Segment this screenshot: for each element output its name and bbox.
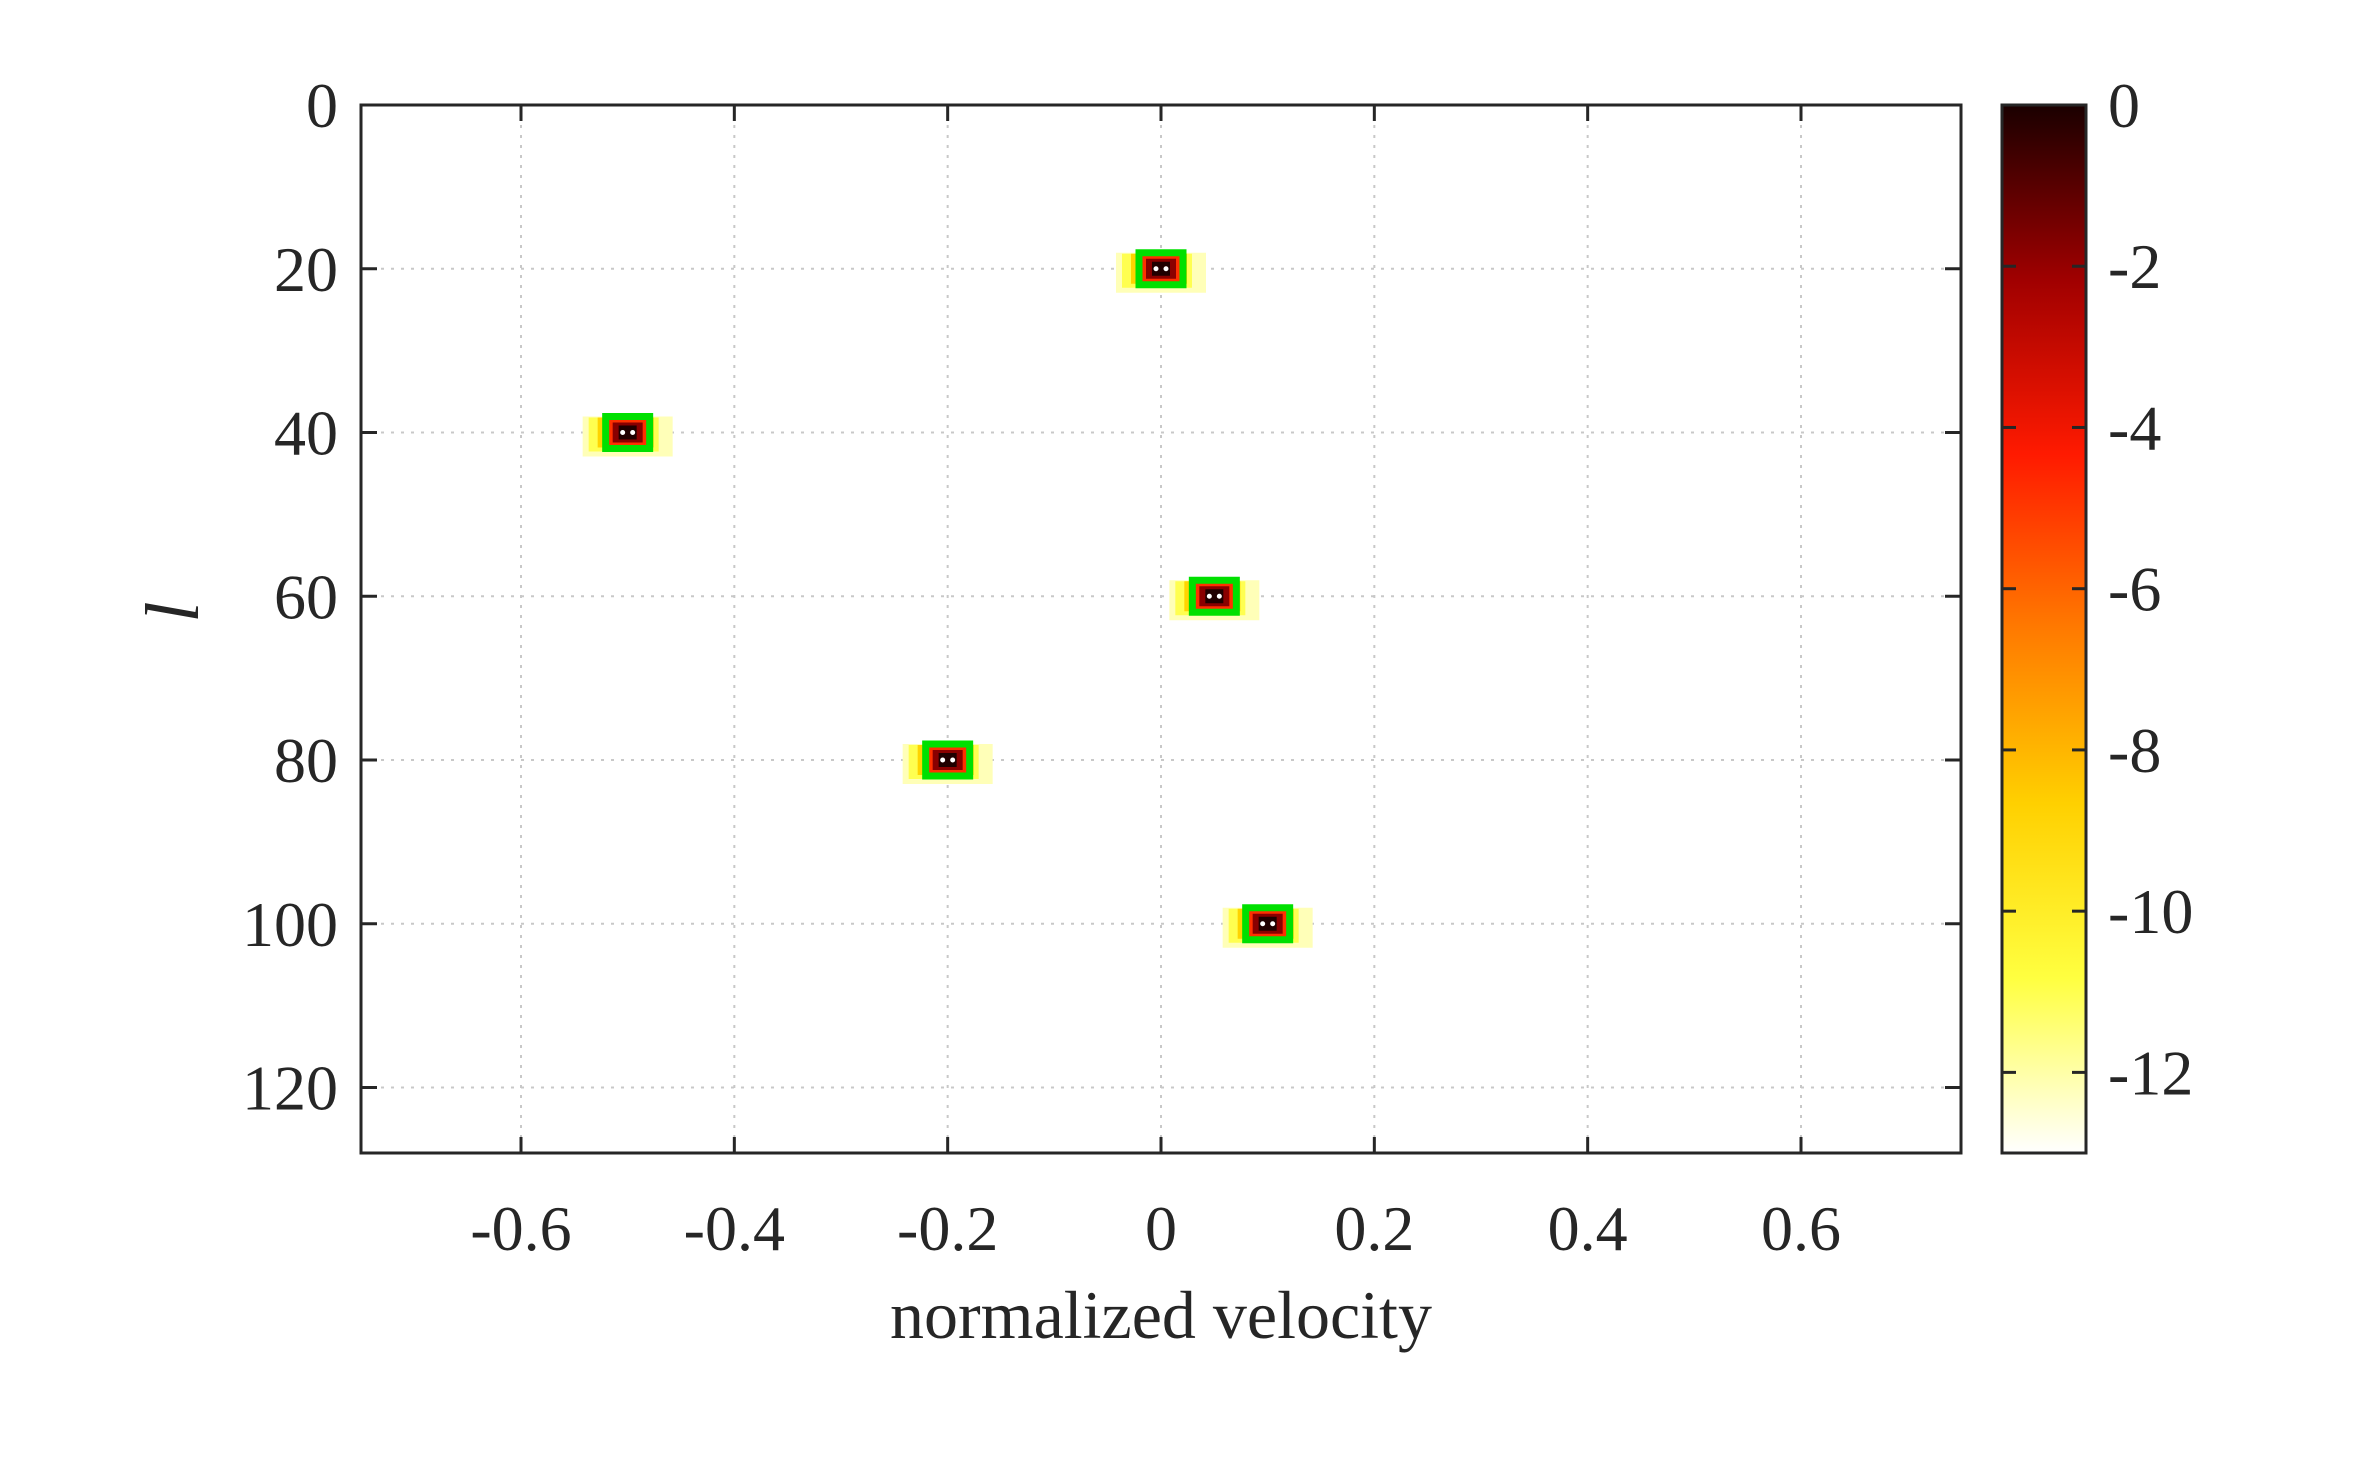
target-center-dot — [950, 757, 956, 763]
colorbar-tick-label: -8 — [2108, 715, 2161, 786]
y-axis-ticks: 0 20 40 60 80 100 120 — [242, 70, 1961, 1124]
y-axis-label: l — [131, 601, 215, 622]
heat-cell — [1205, 589, 1224, 604]
target-marker — [922, 740, 974, 780]
y-tick-label: 100 — [242, 889, 338, 960]
heat-cell — [1258, 916, 1277, 931]
colorbar-tick-label: 0 — [2108, 70, 2140, 141]
target-center-dot — [1260, 921, 1266, 927]
x-tick-label: 0.4 — [1548, 1193, 1628, 1264]
y-tick-label: 0 — [306, 70, 338, 141]
target-center-dot — [1153, 266, 1159, 272]
heat-cell — [1152, 261, 1170, 276]
target-marker — [1242, 904, 1294, 944]
x-axis-label: normalized velocity — [890, 1277, 1432, 1353]
detection-markers — [602, 249, 1294, 944]
colorbar-tick-label: -6 — [2108, 554, 2161, 625]
target-marker — [1188, 576, 1240, 616]
y-tick-label: 120 — [242, 1053, 338, 1124]
x-tick-label: 0.2 — [1334, 1193, 1414, 1264]
x-tick-label: 0.6 — [1761, 1193, 1841, 1264]
colorbar-tick-label: -2 — [2108, 231, 2161, 302]
y-tick-label: 40 — [274, 398, 338, 469]
x-tick-label: 0 — [1145, 1193, 1177, 1264]
heat-cell — [938, 753, 957, 767]
y-tick-label: 60 — [274, 561, 338, 632]
colorbar-tick-label: -4 — [2108, 392, 2161, 463]
x-axis-ticks: -0.6 -0.4 -0.2 0 0.2 0.4 0.6 — [470, 105, 1841, 1264]
colorbar-tick-label: -12 — [2108, 1037, 2193, 1108]
target-center-dot — [1206, 593, 1212, 599]
x-tick-label: -0.6 — [470, 1193, 571, 1264]
y-tick-label: 80 — [274, 725, 338, 796]
target-center-dot — [630, 430, 636, 435]
heat-cell — [618, 425, 637, 440]
target-center-dot — [940, 757, 946, 763]
target-center-dot — [1163, 266, 1169, 272]
target-marker — [602, 413, 654, 452]
colorbar-ticks: 0 -2 -4 -6 -8 -10 -12 — [2002, 70, 2193, 1108]
target-marker — [1135, 249, 1187, 289]
x-tick-label: -0.4 — [684, 1193, 785, 1264]
y-tick-label: 20 — [274, 234, 338, 305]
colorbar — [2000, 103, 2088, 1155]
target-center-dot — [1216, 593, 1222, 599]
x-tick-label: -0.2 — [897, 1193, 998, 1264]
colorbar-tick-label: -10 — [2108, 876, 2193, 947]
target-center-dot — [620, 430, 626, 435]
target-center-dot — [1270, 921, 1276, 927]
